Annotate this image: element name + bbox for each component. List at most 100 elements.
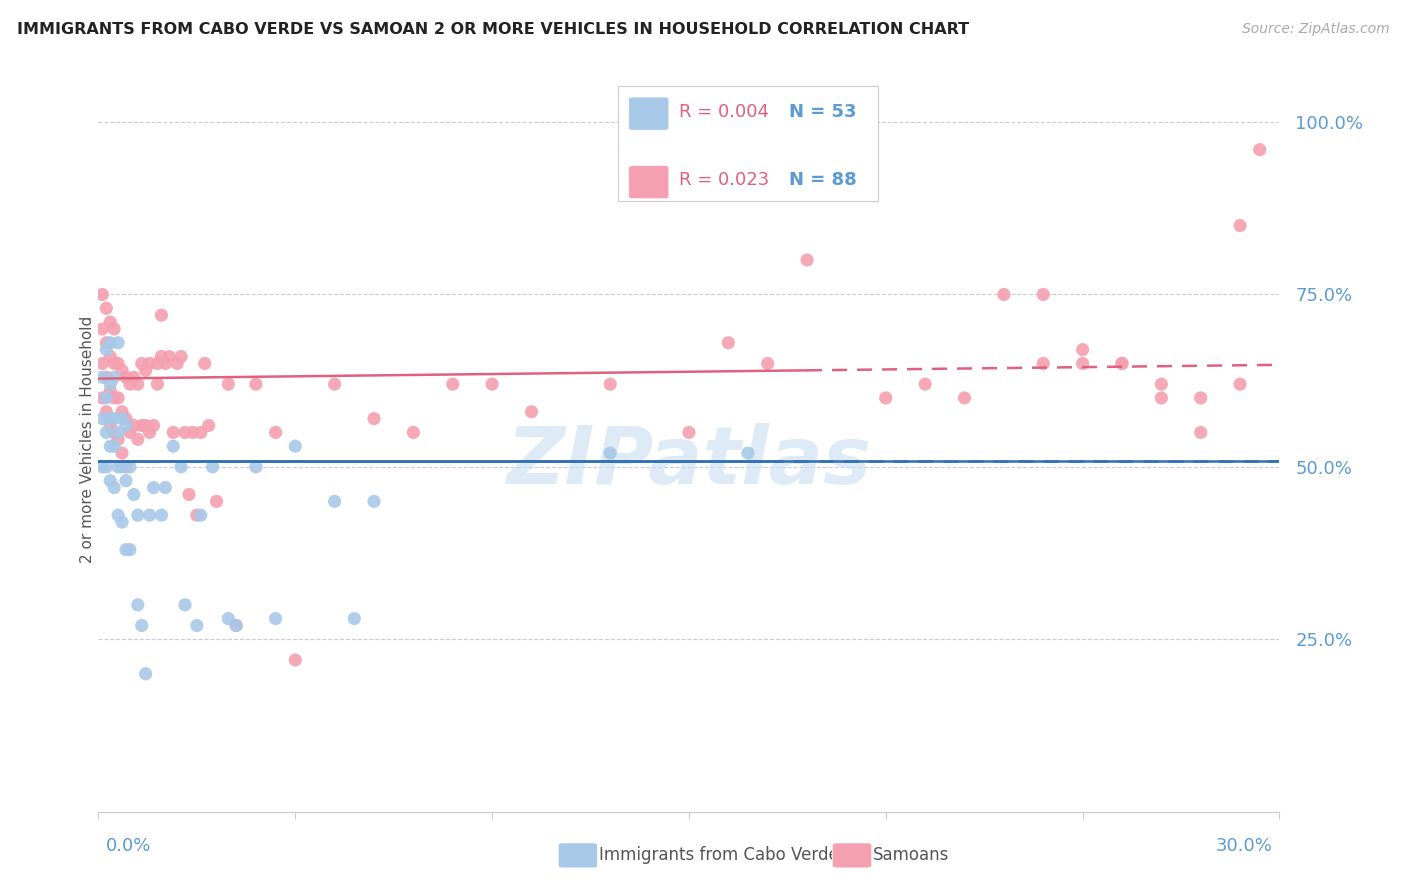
Point — [138, 508, 160, 523]
Point — [481, 377, 503, 392]
Text: ZIPatlas: ZIPatlas — [506, 423, 872, 500]
Point — [127, 508, 149, 523]
Text: IMMIGRANTS FROM CABO VERDE VS SAMOAN 2 OR MORE VEHICLES IN HOUSEHOLD CORRELATION: IMMIGRANTS FROM CABO VERDE VS SAMOAN 2 O… — [17, 22, 969, 37]
Point — [111, 411, 134, 425]
Point — [107, 335, 129, 350]
Point — [157, 350, 180, 364]
Point — [115, 418, 138, 433]
Point — [142, 418, 165, 433]
Point — [103, 370, 125, 384]
Point — [1150, 391, 1173, 405]
Point — [98, 439, 121, 453]
Point — [98, 418, 121, 433]
Point — [174, 425, 197, 440]
Point — [96, 425, 118, 440]
FancyBboxPatch shape — [628, 97, 669, 130]
Point — [91, 391, 114, 405]
Point — [190, 425, 212, 440]
Point — [127, 598, 149, 612]
Point — [953, 391, 976, 405]
Point — [111, 405, 134, 419]
Point — [217, 377, 239, 392]
Point — [190, 508, 212, 523]
Point — [111, 459, 134, 474]
Point — [103, 391, 125, 405]
Point — [155, 356, 177, 370]
Point — [170, 350, 193, 364]
Point — [717, 335, 740, 350]
Point — [115, 370, 138, 384]
Point — [402, 425, 425, 440]
Point — [107, 433, 129, 447]
Text: R = 0.023: R = 0.023 — [679, 171, 769, 189]
Point — [1032, 287, 1054, 301]
Y-axis label: 2 or more Vehicles in Household: 2 or more Vehicles in Household — [80, 316, 94, 563]
Text: N = 53: N = 53 — [789, 103, 856, 120]
Point — [131, 418, 153, 433]
Point — [96, 391, 118, 405]
Point — [142, 481, 165, 495]
Point — [155, 481, 177, 495]
Point — [115, 542, 138, 557]
Point — [135, 418, 157, 433]
Point — [993, 287, 1015, 301]
Point — [1032, 356, 1054, 370]
Point — [186, 618, 208, 632]
Point — [197, 418, 219, 433]
Point — [363, 494, 385, 508]
Point — [1111, 356, 1133, 370]
Text: R = 0.004: R = 0.004 — [679, 103, 769, 120]
Point — [103, 411, 125, 425]
Point — [98, 411, 121, 425]
Point — [264, 425, 287, 440]
Point — [162, 439, 184, 453]
Point — [91, 322, 114, 336]
Point — [107, 356, 129, 370]
Point — [186, 508, 208, 523]
Point — [103, 481, 125, 495]
Point — [96, 370, 118, 384]
Point — [217, 612, 239, 626]
Point — [111, 446, 134, 460]
Point — [98, 335, 121, 350]
Point — [127, 377, 149, 392]
Point — [103, 439, 125, 453]
Point — [162, 425, 184, 440]
Point — [107, 508, 129, 523]
Point — [225, 618, 247, 632]
Point — [96, 405, 118, 419]
Point — [98, 315, 121, 329]
Point — [96, 343, 118, 357]
Point — [135, 363, 157, 377]
Point — [323, 377, 346, 392]
Point — [118, 425, 141, 440]
Point — [599, 446, 621, 460]
Point — [131, 618, 153, 632]
Point — [127, 433, 149, 447]
Point — [678, 425, 700, 440]
Point — [103, 425, 125, 440]
Point — [363, 411, 385, 425]
Point — [118, 377, 141, 392]
Point — [205, 494, 228, 508]
Point — [98, 384, 121, 398]
Text: Source: ZipAtlas.com: Source: ZipAtlas.com — [1241, 22, 1389, 37]
Point — [111, 515, 134, 529]
Point — [91, 459, 114, 474]
Point — [103, 356, 125, 370]
Point — [91, 411, 114, 425]
Point — [1071, 356, 1094, 370]
Point — [599, 377, 621, 392]
Point — [111, 363, 134, 377]
Point — [135, 666, 157, 681]
Point — [914, 377, 936, 392]
Point — [323, 494, 346, 508]
Text: Immigrants from Cabo Verde: Immigrants from Cabo Verde — [599, 847, 839, 864]
Text: N = 88: N = 88 — [789, 171, 858, 189]
Point — [245, 377, 267, 392]
Point — [131, 356, 153, 370]
Point — [138, 425, 160, 440]
Point — [91, 370, 114, 384]
Point — [1249, 143, 1271, 157]
Point — [1111, 356, 1133, 370]
